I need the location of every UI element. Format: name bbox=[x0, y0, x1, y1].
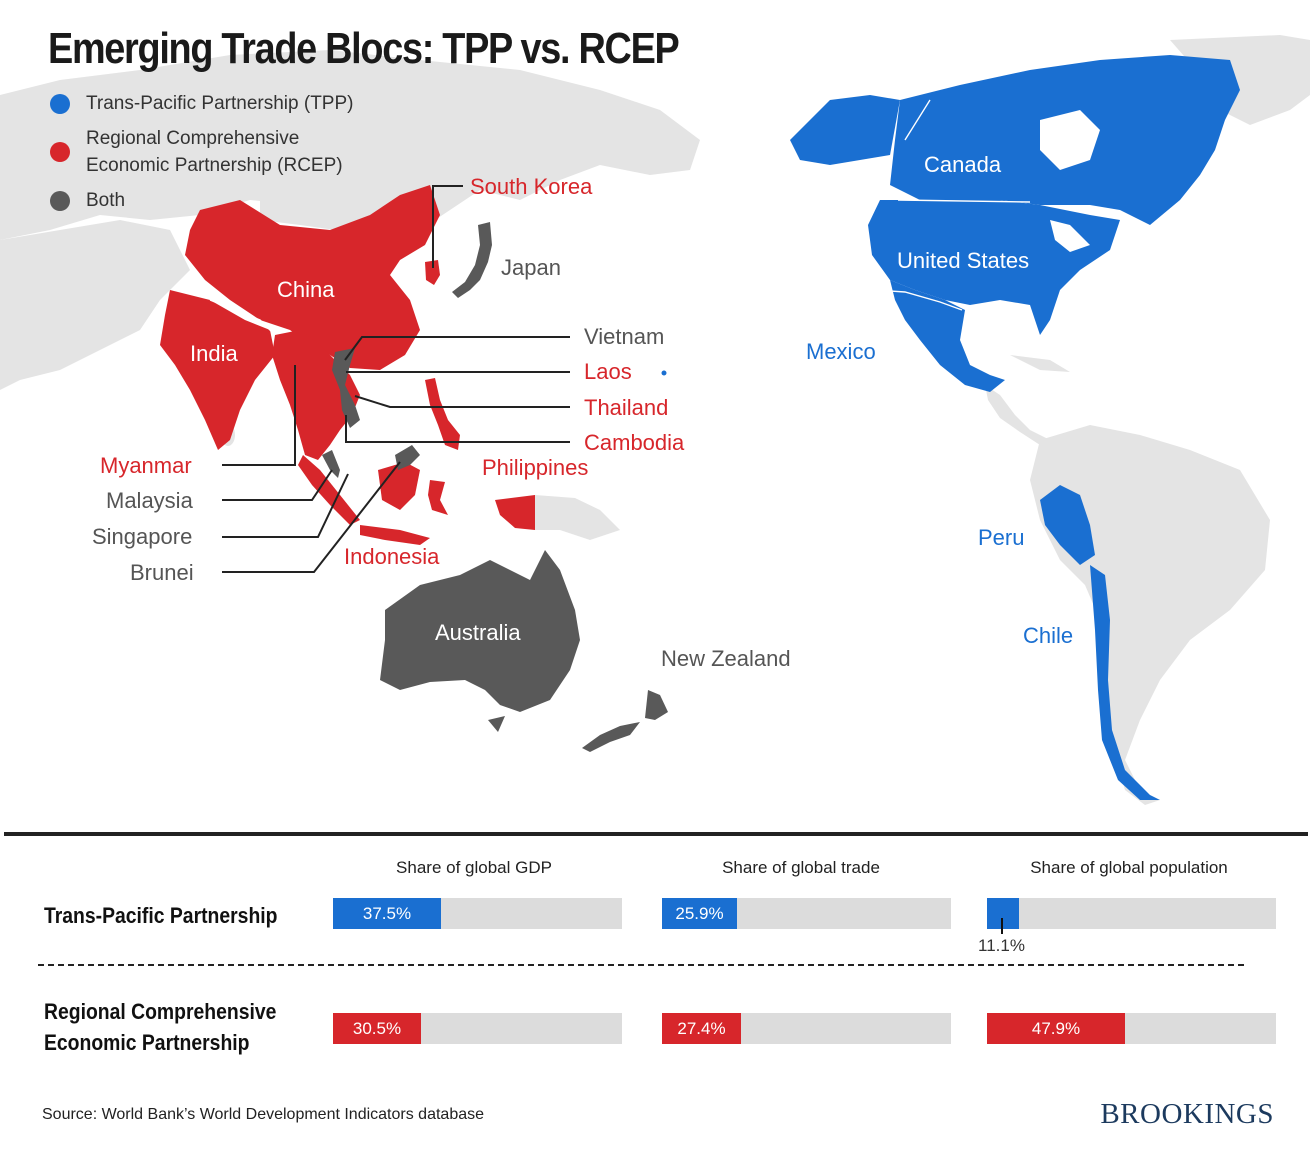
bar-rcep-population: 47.9% bbox=[987, 1013, 1125, 1044]
bar-tpp-trade: 25.9% bbox=[662, 898, 737, 929]
legend-item-rcep: Regional Comprehensive Economic Partners… bbox=[50, 125, 353, 179]
label-canada: Canada bbox=[924, 152, 1002, 177]
label-singapore: Singapore bbox=[92, 524, 193, 549]
legend-label-rcep-line2: Economic Partnership (RCEP) bbox=[86, 155, 343, 176]
source-note: Source: World Bank’s World Development I… bbox=[42, 1106, 485, 1123]
leader-lines bbox=[222, 185, 570, 573]
label-south-korea: South Korea bbox=[470, 174, 593, 199]
borders bbox=[209, 99, 1031, 336]
row-label-rcep: Regional Comprehensive Economic Partners… bbox=[44, 996, 276, 1058]
non-member-land bbox=[0, 35, 1310, 805]
label-indonesia: Indonesia bbox=[344, 544, 440, 569]
label-new-zealand: New Zealand bbox=[661, 646, 791, 671]
label-mexico: Mexico bbox=[806, 339, 876, 364]
legend-label-rcep: Regional Comprehensive Economic Partners… bbox=[86, 125, 343, 179]
legend-item-tpp: Trans-Pacific Partnership (TPP) bbox=[50, 90, 353, 117]
label-japan: Japan bbox=[501, 255, 561, 280]
rcep-countries bbox=[160, 185, 535, 545]
tpp-dot-icon bbox=[50, 93, 70, 114]
label-philippines: Philippines bbox=[482, 455, 589, 480]
world-map bbox=[0, 35, 1310, 805]
label-brunei: Brunei bbox=[130, 560, 194, 585]
column-header-population: Share of global population bbox=[1030, 858, 1228, 877]
legend-label-rcep-line1: Regional Comprehensive bbox=[86, 128, 300, 149]
bar-track-rcep-gdp: 30.5% bbox=[333, 1013, 622, 1044]
label-tpp-population-value: 11.1% bbox=[978, 936, 1025, 955]
water-features bbox=[1040, 110, 1100, 252]
population-callout-tick bbox=[1001, 918, 1003, 934]
label-cambodia: Cambodia bbox=[584, 430, 685, 455]
label-myanmar: Myanmar bbox=[100, 453, 192, 478]
bar-rcep-gdp: 30.5% bbox=[333, 1013, 421, 1044]
label-vietnam: Vietnam bbox=[584, 324, 665, 349]
both-countries bbox=[322, 222, 668, 752]
label-india: India bbox=[190, 341, 238, 366]
label-australia: Australia bbox=[435, 620, 521, 645]
map-legend: Trans-Pacific Partnership (TPP) Regional… bbox=[50, 90, 353, 222]
bar-tpp-population bbox=[987, 898, 1019, 929]
row-separator-dashed bbox=[38, 964, 1244, 966]
label-china: China bbox=[277, 277, 335, 302]
bar-rcep-trade: 27.4% bbox=[662, 1013, 741, 1044]
section-divider bbox=[4, 832, 1308, 836]
row-label-tpp: Trans-Pacific Partnership bbox=[44, 903, 278, 928]
label-chile: Chile bbox=[1023, 623, 1074, 648]
bar-track-tpp-population bbox=[987, 898, 1276, 929]
row-label-rcep-line1: Regional Comprehensive bbox=[44, 999, 277, 1024]
bar-track-tpp-gdp: 37.5% bbox=[333, 898, 622, 929]
column-header-gdp: Share of global GDP bbox=[396, 858, 552, 877]
legend-label-tpp: Trans-Pacific Partnership (TPP) bbox=[86, 93, 354, 114]
label-united-states: United States bbox=[897, 248, 1030, 273]
label-peru: Peru bbox=[978, 525, 1025, 550]
legend-label-both: Both bbox=[86, 190, 126, 211]
brookings-logo: BROOKINGS bbox=[1100, 1098, 1274, 1130]
bar-track-rcep-trade: 27.4% bbox=[662, 1013, 951, 1044]
row-label-rcep-line2: Economic Partnership bbox=[44, 1030, 250, 1055]
legend-item-both: Both bbox=[50, 187, 353, 214]
label-laos: Laos bbox=[584, 359, 632, 384]
label-thailand: Thailand bbox=[584, 395, 669, 420]
bar-track-tpp-trade: 25.9% bbox=[662, 898, 951, 929]
page-title: Emerging Trade Blocs: TPP vs. RCEP bbox=[48, 24, 680, 73]
bar-tpp-gdp: 37.5% bbox=[333, 898, 441, 929]
column-header-trade: Share of global trade bbox=[722, 858, 880, 877]
label-malaysia: Malaysia bbox=[106, 488, 193, 513]
bar-track-rcep-population: 47.9% bbox=[987, 1013, 1276, 1044]
rcep-dot-icon bbox=[50, 142, 70, 162]
both-dot-icon bbox=[50, 190, 70, 211]
